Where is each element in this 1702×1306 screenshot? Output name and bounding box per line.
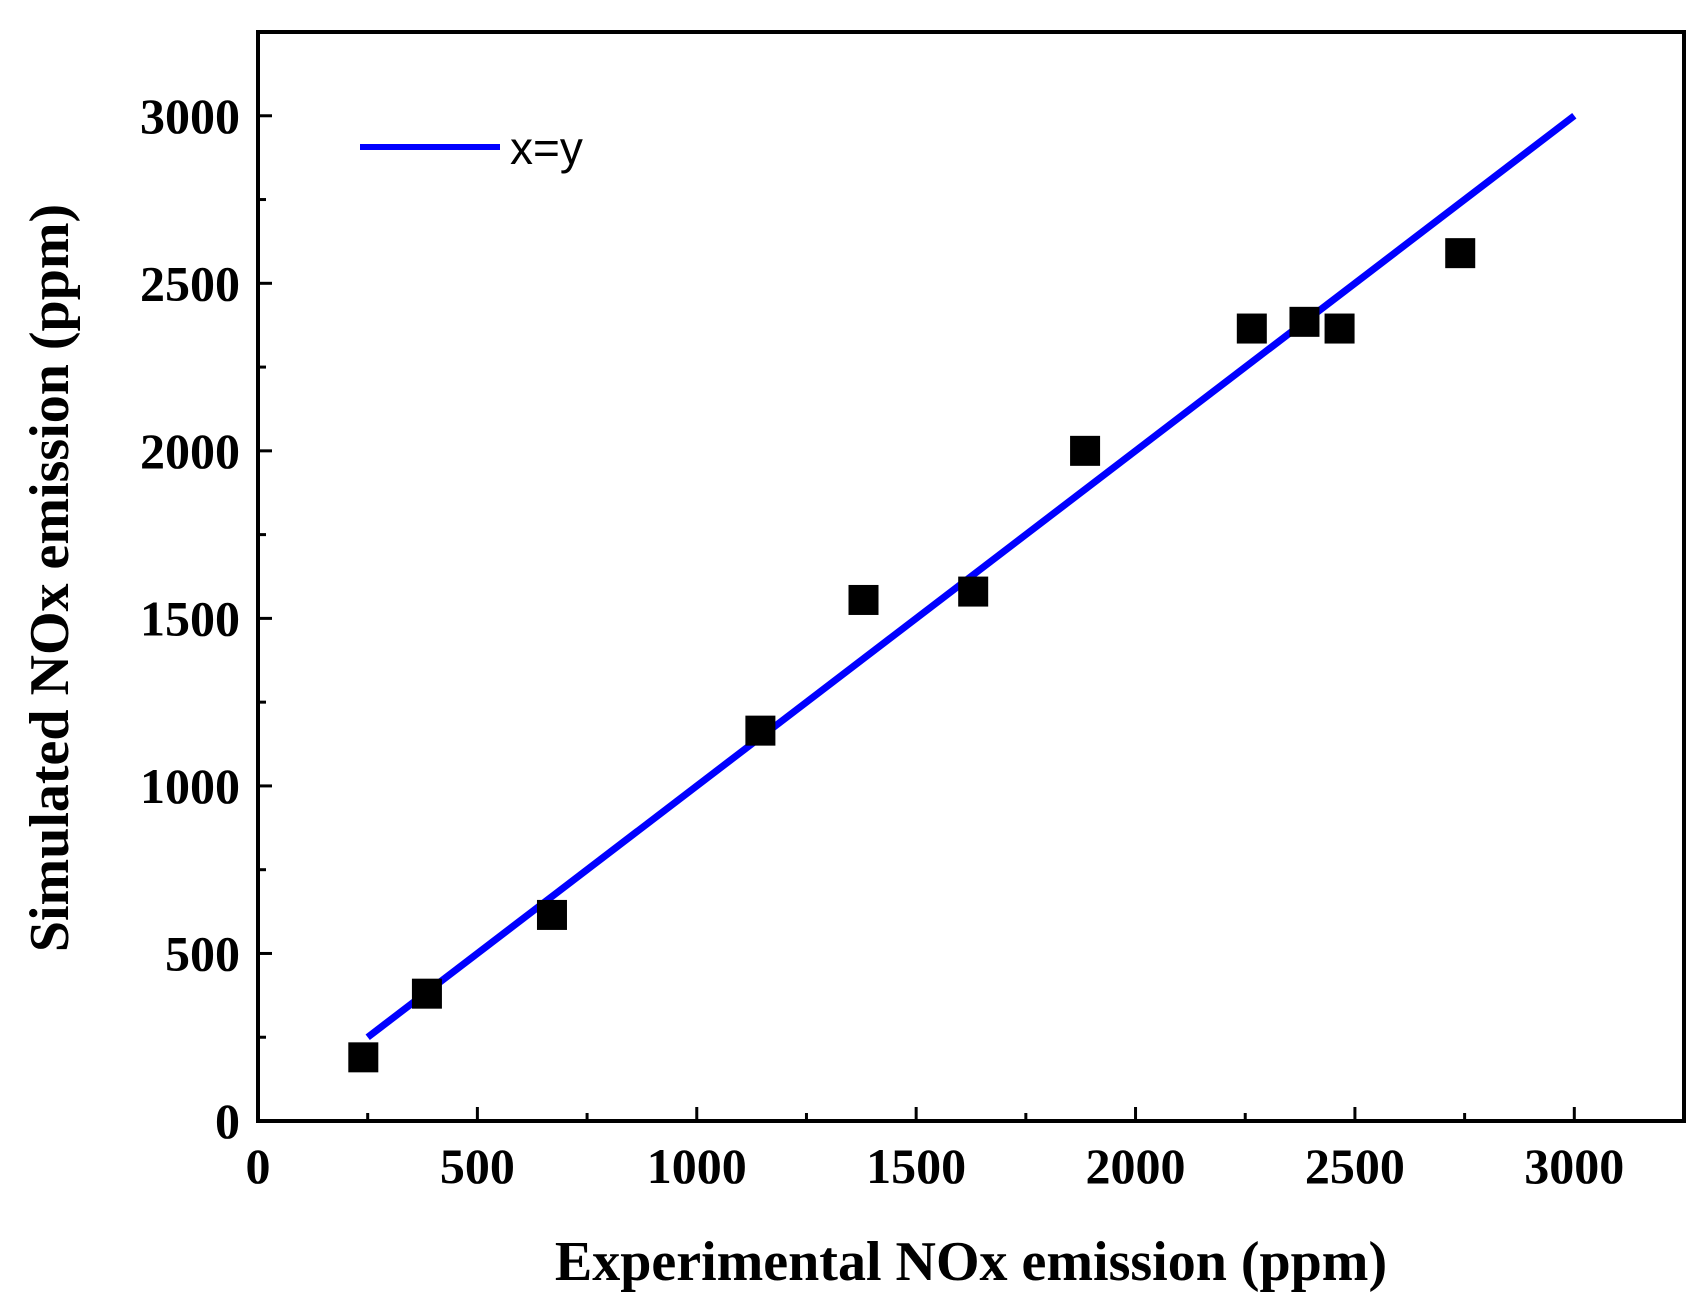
data-point-square [411, 978, 442, 1009]
data-point-square [958, 576, 989, 607]
y-tick-label: 1000 [140, 758, 240, 814]
data-point-square [1445, 238, 1476, 269]
y-tick-label: 2500 [140, 255, 240, 311]
data-point-square [1289, 306, 1320, 337]
x-axis: 0 500 1000 1500 2000 2500 3000 [246, 1107, 1686, 1194]
x-tick-label: 2000 [1086, 1138, 1186, 1194]
y-tick-label: 0 [215, 1093, 240, 1149]
y-tick-label: 500 [165, 925, 240, 981]
data-point-square [1070, 435, 1101, 466]
y-tick-label: 3000 [140, 88, 240, 144]
y-axis: 0 500 1000 1500 2000 2500 3000 [140, 30, 272, 1149]
legend: x=y [360, 122, 583, 174]
y-tick-label: 2000 [140, 423, 240, 479]
y-axis-title: Simulated NOx emission (ppm) [19, 204, 81, 952]
x-tick-label: 0 [246, 1138, 271, 1194]
x-tick-label: 1500 [866, 1138, 966, 1194]
series-layer [348, 112, 1577, 1073]
data-point-square [348, 1042, 379, 1073]
legend-label: x=y [510, 122, 583, 174]
data-point-square [1324, 313, 1355, 344]
x-axis-title: Experimental NOx emission (ppm) [555, 1231, 1387, 1293]
data-point-square [536, 899, 567, 930]
series-line-x-equals-y [365, 112, 1577, 1041]
x-tick-label: 500 [440, 1138, 515, 1194]
data-point-square [1236, 313, 1267, 344]
y-tick-label: 1500 [140, 590, 240, 646]
data-point-square [848, 584, 879, 615]
data-point-square [745, 715, 776, 746]
plot-frame [256, 30, 1686, 1123]
x-tick-label: 3000 [1524, 1138, 1624, 1194]
x-tick-label: 1000 [647, 1138, 747, 1194]
x-tick-label: 2500 [1305, 1138, 1405, 1194]
